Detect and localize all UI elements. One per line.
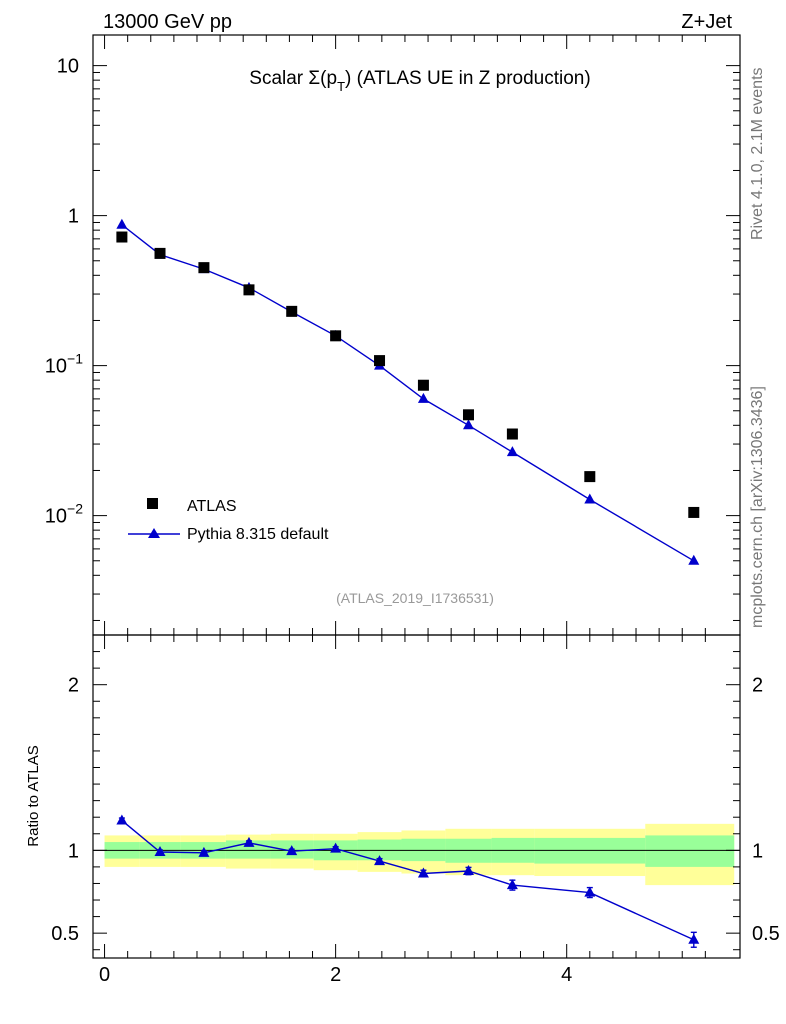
legend-pythia-marker [148, 528, 160, 538]
atlas-point [116, 231, 128, 243]
ratio-point [198, 846, 210, 857]
ratio-data-layer [116, 814, 700, 948]
ratio-point [243, 836, 255, 847]
atlas-point [584, 471, 596, 483]
process-label: Z+Jet [681, 11, 732, 33]
x-tick-label: 0 [99, 964, 110, 986]
legend: ATLAS Pythia 8.315 default [128, 498, 329, 543]
atlas-point [243, 284, 255, 296]
analysis-tag: (ATLAS_2019_I1736531) [336, 590, 494, 606]
pythia-point [688, 554, 700, 565]
atlas-point [330, 330, 342, 342]
atlas-point [688, 506, 700, 518]
ratio-point [116, 814, 128, 825]
atlas-point [506, 428, 518, 440]
chart-title: Scalar Σ(pT) (ATLAS UE in Z production) [249, 68, 590, 94]
pythia-point [506, 446, 518, 457]
atlas-point [417, 379, 429, 391]
ratio-point [417, 867, 429, 878]
inner-uncertainty-band [645, 835, 735, 867]
y-tick-label: 10 [57, 56, 79, 78]
ratio-point [688, 933, 700, 944]
y-tick-label: 1 [68, 206, 79, 228]
x-tick-label: 4 [561, 964, 572, 986]
ratio-point [462, 865, 474, 876]
energy-label: 13000 GeV pp [103, 11, 232, 33]
ratio-y-tick-label-right: 2 [752, 675, 763, 697]
ratio-point [286, 845, 298, 856]
atlas-point [286, 305, 298, 317]
ratio-point [506, 879, 518, 890]
ratio-series-line [121, 819, 695, 941]
pythia-point [462, 419, 474, 430]
rivet-version-label: Rivet 4.1.0, 2.1M events [749, 67, 766, 240]
ratio-axis-ticks: 2 2 1 1 0.5 0.5 0 2 4 [51, 635, 780, 986]
pythia-point [584, 493, 596, 504]
mcplots-label: mcplots.cern.ch [arXiv:1306.3436] [749, 386, 766, 628]
pythia-point [417, 392, 429, 403]
ratio-y-tick-label-right: 1 [752, 840, 763, 862]
main-data-layer [116, 218, 700, 565]
atlas-point [374, 355, 386, 367]
ratio-point [584, 886, 596, 897]
y-tick-label: 10−2 [45, 501, 83, 528]
ratio-point [374, 855, 386, 866]
ratio-ylabel: Ratio to ATLAS [25, 745, 42, 846]
ratio-panel: 2 2 1 1 0.5 0.5 0 2 4 Ratio to ATLAS [25, 634, 780, 986]
pythia-point [116, 218, 128, 229]
legend-pythia-label: Pythia 8.315 default [187, 526, 329, 543]
legend-atlas-marker [147, 498, 158, 509]
ratio-y-tick-label-left: 0.5 [51, 923, 79, 945]
pythia-series-line [121, 224, 695, 562]
ratio-y-tick-label-left: 2 [68, 675, 79, 697]
x-tick-label: 2 [330, 964, 341, 986]
y-tick-label: 10−1 [45, 351, 83, 378]
ratio-point [330, 842, 342, 853]
main-panel: 10 1 10−1 10−2 Scalar Σ(pT) (ATLAS UE in Z … [45, 34, 741, 636]
ratio-y-tick-label-right: 0.5 [752, 923, 780, 945]
ratio-point [154, 845, 166, 856]
ratio-y-tick-label-left: 1 [68, 840, 79, 862]
atlas-point [462, 409, 474, 421]
ratio-panel-frame [92, 634, 741, 959]
atlas-point [198, 262, 210, 274]
atlas-point [154, 247, 166, 259]
main-axis-ticks: 10 1 10−1 10−2 [45, 35, 740, 635]
ratio-uncertainty-bands [93, 823, 740, 886]
main-panel-frame [92, 34, 741, 636]
legend-atlas-label: ATLAS [187, 498, 237, 515]
